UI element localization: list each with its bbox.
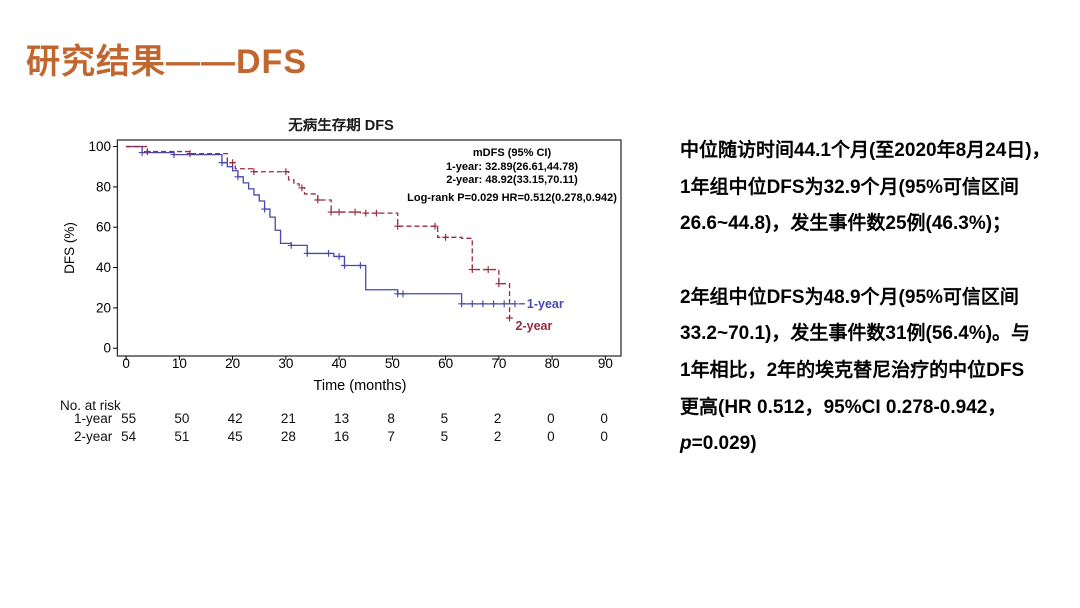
- svg-text:Log-rank P=0.029 HR=0.512: Log-rank P=0.029 HR=0.512(0.278,0.942): [407, 192, 617, 204]
- svg-text:无病生存期 DFS: 无病生存期 DFS: [288, 118, 394, 134]
- svg-text:60: 60: [96, 220, 111, 235]
- svg-text:2-year: 48.92(33.15,70.11): 2-year: 48.92(33.15,70.11): [446, 174, 578, 186]
- svg-text:Time (months): Time (months): [314, 378, 407, 394]
- svg-text:80: 80: [96, 179, 111, 194]
- svg-text:1-year: 1-year: [527, 297, 564, 311]
- svg-text:20: 20: [96, 300, 111, 315]
- svg-text:DFS (%): DFS (%): [62, 222, 77, 274]
- svg-text:mDFS (95% CI): mDFS (95% CI): [473, 147, 552, 159]
- svg-text:0: 0: [103, 341, 111, 356]
- svg-text:1-year: 32.89(26.61,44.78): 1-year: 32.89(26.61,44.78): [446, 161, 578, 173]
- svg-text:100: 100: [88, 139, 111, 154]
- svg-text:2-year: 2-year: [516, 319, 553, 333]
- svg-text:40: 40: [96, 260, 111, 275]
